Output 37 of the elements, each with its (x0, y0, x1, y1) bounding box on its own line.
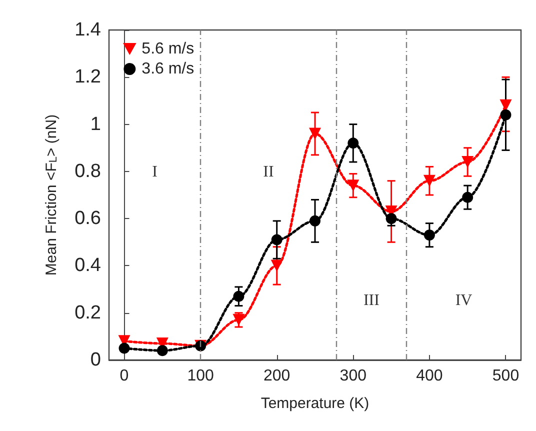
point (386, 213, 397, 224)
y-tick-label: 0.2 (74, 302, 101, 324)
annotation: IV (455, 292, 473, 310)
point (347, 180, 360, 192)
x-tick-label: 500 (492, 368, 520, 384)
legend-label: 5.6 m/s (142, 40, 194, 58)
x-tick-label: 200 (264, 368, 290, 384)
point (500, 109, 512, 120)
x-tick-label: 300 (340, 368, 367, 384)
point (424, 230, 435, 241)
y-tick-label: 0.8 (74, 160, 101, 182)
point (118, 342, 130, 354)
point (270, 260, 283, 272)
x-axis-title: Temperature (K) (260, 395, 370, 412)
point (309, 128, 321, 140)
point (423, 174, 436, 187)
annotation: II (263, 163, 274, 180)
point (156, 345, 168, 356)
point (462, 192, 474, 203)
y-tick-label: 0 (90, 350, 101, 370)
y-tick-label: 1.4 (74, 20, 102, 40)
y-tick-label: 0.4 (74, 255, 102, 276)
annotation: I (152, 163, 158, 180)
point (310, 215, 320, 226)
y-axis-title: Mean Friction <FL> (nN) (43, 114, 60, 276)
x-tick-label: 400 (416, 368, 443, 384)
point (462, 156, 474, 168)
point (271, 234, 282, 246)
x-tick-label: 0 (120, 368, 129, 384)
point (348, 138, 359, 149)
annotation: III (363, 292, 380, 310)
y-tick-label: 0.6 (74, 208, 101, 230)
point (233, 290, 244, 302)
x-tick-label: 100 (187, 368, 214, 384)
y-tick-label: 1 (90, 114, 101, 135)
y-tick-label: 1.2 (74, 66, 101, 88)
legend-label: 3.6 m/s (142, 60, 194, 78)
